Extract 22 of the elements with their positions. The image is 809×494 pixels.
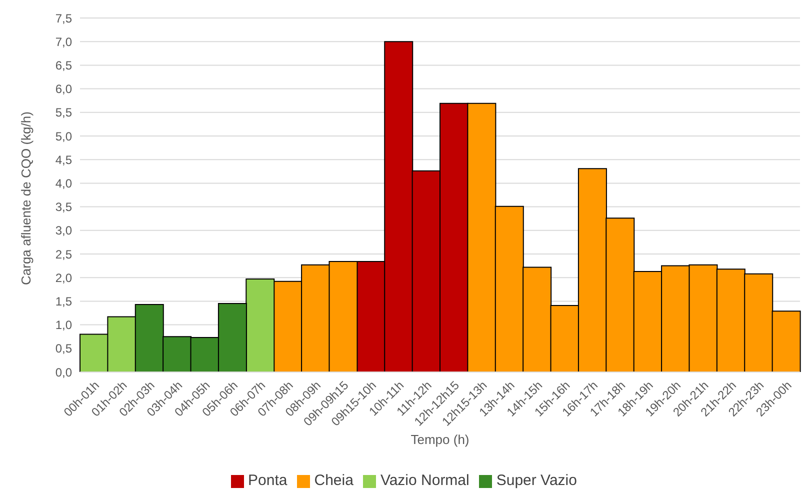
y-tick-label: 0,5 <box>55 342 72 356</box>
x-axis-title: Tempo (h) <box>410 432 470 447</box>
y-tick-label: 5,5 <box>55 106 72 120</box>
legend-label: Cheia <box>314 472 354 489</box>
y-tick-label: 6,5 <box>55 58 72 72</box>
y-tick-label: 4,5 <box>55 152 72 167</box>
y-tick-label: 1,5 <box>55 294 72 308</box>
y-tick-label: 3,0 <box>55 224 72 238</box>
y-tick-label: 2,0 <box>55 270 72 285</box>
legend-label: Super Vazio <box>496 472 577 489</box>
y-tick-label: 1,0 <box>55 318 72 332</box>
y-tick-label: 6,0 <box>55 82 72 96</box>
y-tick-label: 4,0 <box>55 176 72 190</box>
y-tick-label: 7,5 <box>55 11 72 26</box>
legend-label: Ponta <box>248 472 288 489</box>
y-tick-label: 5,0 <box>55 129 72 144</box>
y-tick-label: 3,5 <box>55 200 72 214</box>
y-tick-label: 2,5 <box>55 247 72 262</box>
y-tick-label: 7,0 <box>55 34 72 49</box>
legend-label: Vazio Normal <box>380 472 470 489</box>
y-tick-label: 0,0 <box>55 365 72 380</box>
y-axis-title: Carga afluente de CQO (kg/h) <box>18 112 34 285</box>
